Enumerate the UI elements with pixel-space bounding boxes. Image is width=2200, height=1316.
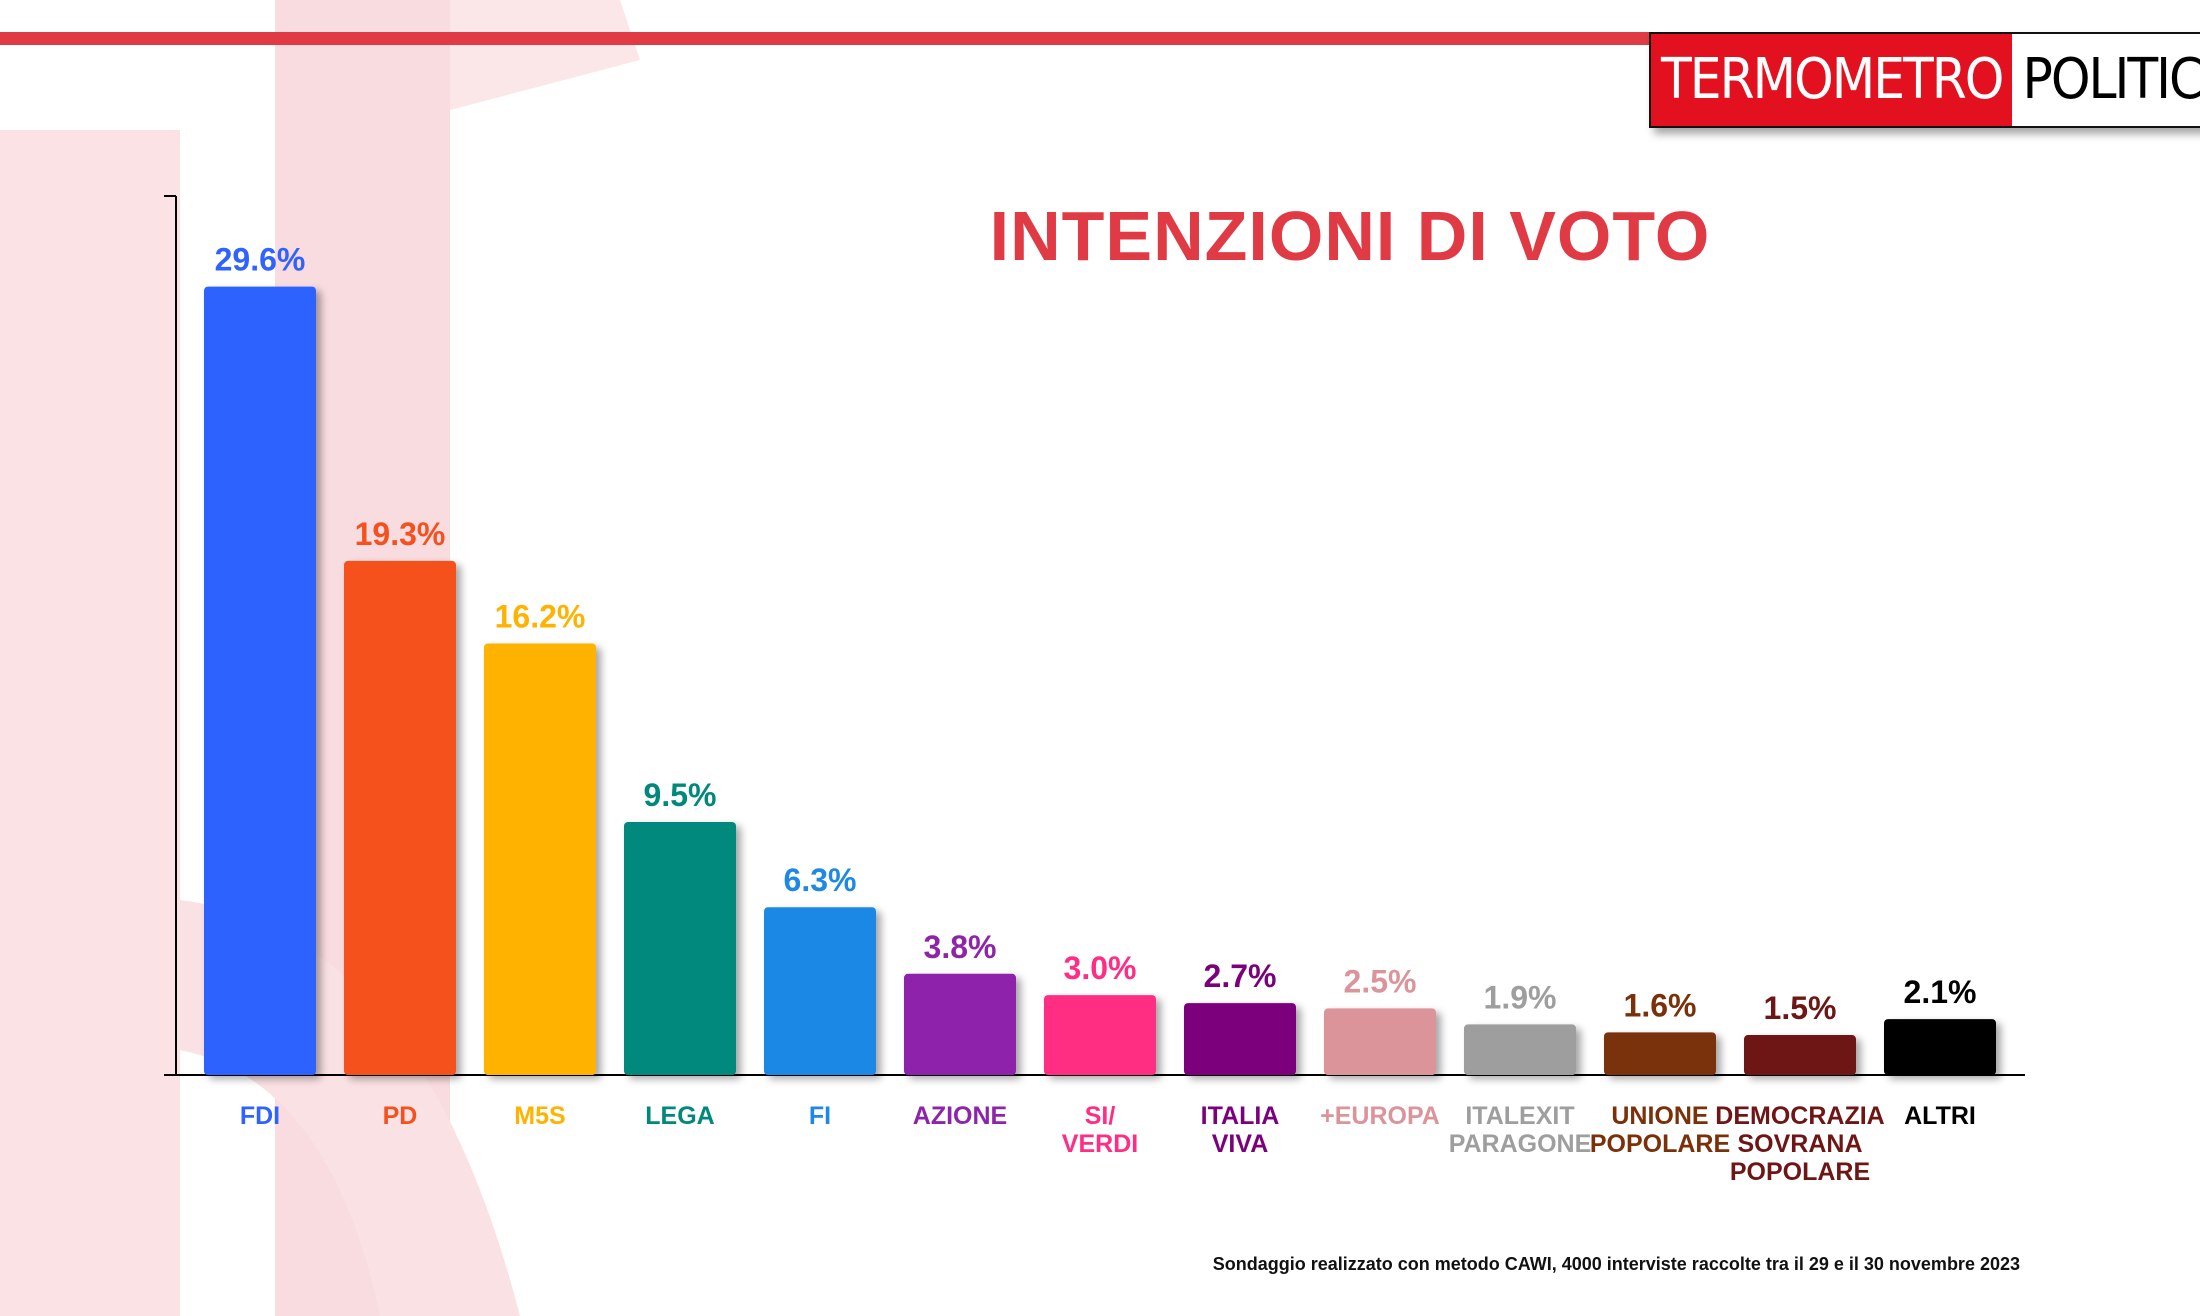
category-label-4: FI bbox=[809, 1102, 831, 1130]
value-label-1: 19.3% bbox=[355, 516, 446, 552]
category-label-6: SI/VERDI bbox=[1062, 1102, 1138, 1158]
value-label-0: 29.6% bbox=[215, 242, 306, 278]
termometro-politico-logo: TERMOMETRO POLITICO bbox=[1649, 32, 2200, 128]
value-label-12: 2.1% bbox=[1904, 974, 1977, 1010]
value-label-9: 1.9% bbox=[1484, 979, 1557, 1015]
bar-6 bbox=[1044, 995, 1156, 1075]
category-label-12: ALTRI bbox=[1904, 1102, 1976, 1130]
bar-12 bbox=[1884, 1019, 1996, 1075]
bar-11 bbox=[1744, 1035, 1856, 1075]
bar-2 bbox=[484, 643, 596, 1075]
value-label-2: 16.2% bbox=[495, 598, 586, 634]
logo-part-termometro: TERMOMETRO bbox=[1651, 34, 2013, 126]
bar-8 bbox=[1324, 1008, 1436, 1075]
chart-title: INTENZIONI DI VOTO bbox=[989, 197, 1711, 275]
value-label-11: 1.5% bbox=[1764, 990, 1837, 1026]
bar-4 bbox=[764, 907, 876, 1075]
category-label-10: UNIONE POPOLARE bbox=[1590, 1102, 1730, 1158]
bar-7 bbox=[1184, 1003, 1296, 1075]
value-label-3: 9.5% bbox=[644, 777, 717, 813]
value-label-6: 3.0% bbox=[1064, 950, 1137, 986]
bar-1 bbox=[344, 560, 456, 1075]
category-label-1: PD bbox=[383, 1102, 418, 1130]
category-label-3: LEGA bbox=[645, 1102, 714, 1130]
logo-part-politico: POLITICO bbox=[2012, 34, 2200, 126]
bar-5 bbox=[904, 973, 1016, 1075]
category-label-2: M5S bbox=[514, 1102, 565, 1130]
category-label-9: ITALEXIT PARAGONE bbox=[1449, 1102, 1592, 1158]
category-label-11: DEMOCRAZIA SOVRANA POPOLARE bbox=[1715, 1102, 1884, 1186]
value-label-7: 2.7% bbox=[1204, 958, 1277, 994]
value-label-5: 3.8% bbox=[924, 929, 997, 965]
bar-10 bbox=[1604, 1032, 1716, 1075]
category-label-7: ITALIA VIVA bbox=[1201, 1102, 1280, 1158]
survey-footnote: Sondaggio realizzato con metodo CAWI, 40… bbox=[1212, 1254, 2020, 1274]
value-label-8: 2.5% bbox=[1344, 963, 1417, 999]
bar-3 bbox=[624, 821, 736, 1075]
value-label-10: 1.6% bbox=[1624, 987, 1697, 1023]
category-label-5: AZIONE bbox=[913, 1102, 1007, 1130]
value-label-4: 6.3% bbox=[784, 862, 857, 898]
category-label-8: +EUROPA bbox=[1320, 1102, 1440, 1130]
bar-9 bbox=[1464, 1024, 1576, 1075]
category-label-0: FDI bbox=[240, 1102, 280, 1130]
bar-0 bbox=[204, 286, 316, 1076]
